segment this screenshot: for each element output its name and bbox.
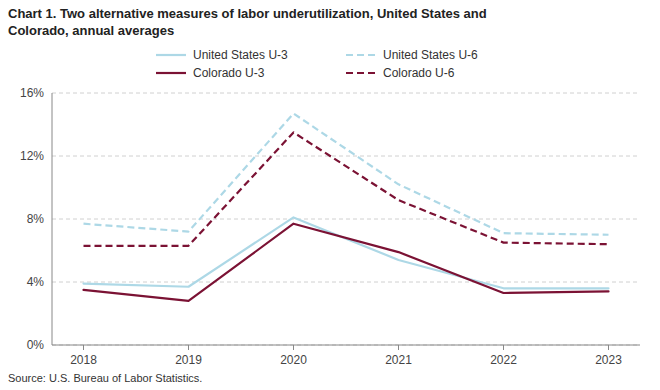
x-tick-label: 2023	[595, 353, 622, 367]
plot-area	[84, 113, 609, 300]
series-line	[84, 132, 609, 245]
y-axis: 0% 4% 8% 12% 16%	[20, 86, 640, 352]
x-tick	[188, 345, 189, 350]
x-axis-line	[52, 345, 640, 346]
y-axis-line	[52, 93, 53, 345]
x-axis: 2018 2019 2020 2021 2022 2023	[70, 345, 622, 367]
x-tick	[83, 345, 84, 350]
x-tick-label: 2021	[385, 353, 412, 367]
legend: United States U-3 United States U-6 Colora…	[156, 48, 478, 80]
legend-swatch	[156, 54, 186, 56]
title-line: Colorado, annual averages	[8, 23, 174, 38]
series-line	[84, 224, 609, 301]
y-tick-label: 12%	[20, 149, 44, 163]
legend-swatch	[156, 72, 186, 74]
legend-label: United States U-3	[193, 48, 288, 62]
legend-label: Colorado U-6	[383, 66, 455, 80]
y-tick-label: 8%	[27, 212, 45, 226]
grid-line	[52, 282, 640, 283]
grid-line	[52, 156, 640, 157]
x-tick	[293, 345, 294, 350]
grid-line	[52, 219, 640, 220]
y-tick-label: 16%	[20, 86, 44, 100]
title-line: Chart 1. Two alternative measures of lab…	[8, 6, 487, 21]
series-line	[84, 217, 609, 288]
x-tick	[398, 345, 399, 350]
grid-line	[52, 345, 640, 346]
title: Chart 1. Two alternative measures of lab…	[8, 6, 487, 38]
x-tick-label: 2022	[490, 353, 517, 367]
y-tick-label: 4%	[27, 275, 45, 289]
legend-swatch	[346, 72, 376, 74]
series-line	[84, 113, 609, 234]
x-tick-label: 2019	[175, 353, 202, 367]
legend-swatch	[346, 54, 376, 56]
y-tick-label: 0%	[27, 338, 45, 352]
x-tick	[503, 345, 504, 350]
x-tick	[608, 345, 609, 350]
x-tick-label: 2020	[280, 353, 307, 367]
source-note: Source: U.S. Bureau of Labor Statistics.	[8, 372, 202, 384]
x-tick-label: 2018	[70, 353, 97, 367]
legend-label: Colorado U-3	[193, 66, 265, 80]
grid-line	[52, 93, 640, 94]
chart: Chart 1. Two alternative measures of lab…	[0, 0, 660, 390]
legend-label: United States U-6	[383, 48, 478, 62]
